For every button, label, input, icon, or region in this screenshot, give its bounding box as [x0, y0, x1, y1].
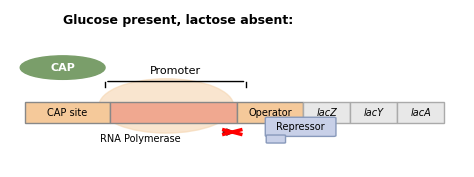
Text: Promoter: Promoter [150, 66, 201, 76]
Text: lacA: lacA [410, 108, 431, 118]
Text: Repressor: Repressor [276, 122, 325, 132]
FancyBboxPatch shape [265, 117, 336, 136]
Text: lacZ: lacZ [316, 108, 337, 118]
FancyBboxPatch shape [397, 102, 444, 123]
FancyBboxPatch shape [25, 102, 110, 123]
FancyBboxPatch shape [303, 102, 350, 123]
Text: lacY: lacY [364, 108, 384, 118]
FancyBboxPatch shape [350, 102, 397, 123]
Text: CAP: CAP [50, 63, 75, 73]
Text: RNA Polymerase: RNA Polymerase [100, 134, 181, 144]
Ellipse shape [99, 79, 234, 133]
Ellipse shape [20, 56, 105, 79]
FancyBboxPatch shape [110, 102, 237, 123]
Text: Operator: Operator [248, 108, 292, 118]
Text: CAP site: CAP site [47, 108, 88, 118]
Text: Glucose present, lactose absent:: Glucose present, lactose absent: [63, 14, 293, 27]
FancyBboxPatch shape [266, 135, 285, 143]
FancyBboxPatch shape [237, 102, 303, 123]
